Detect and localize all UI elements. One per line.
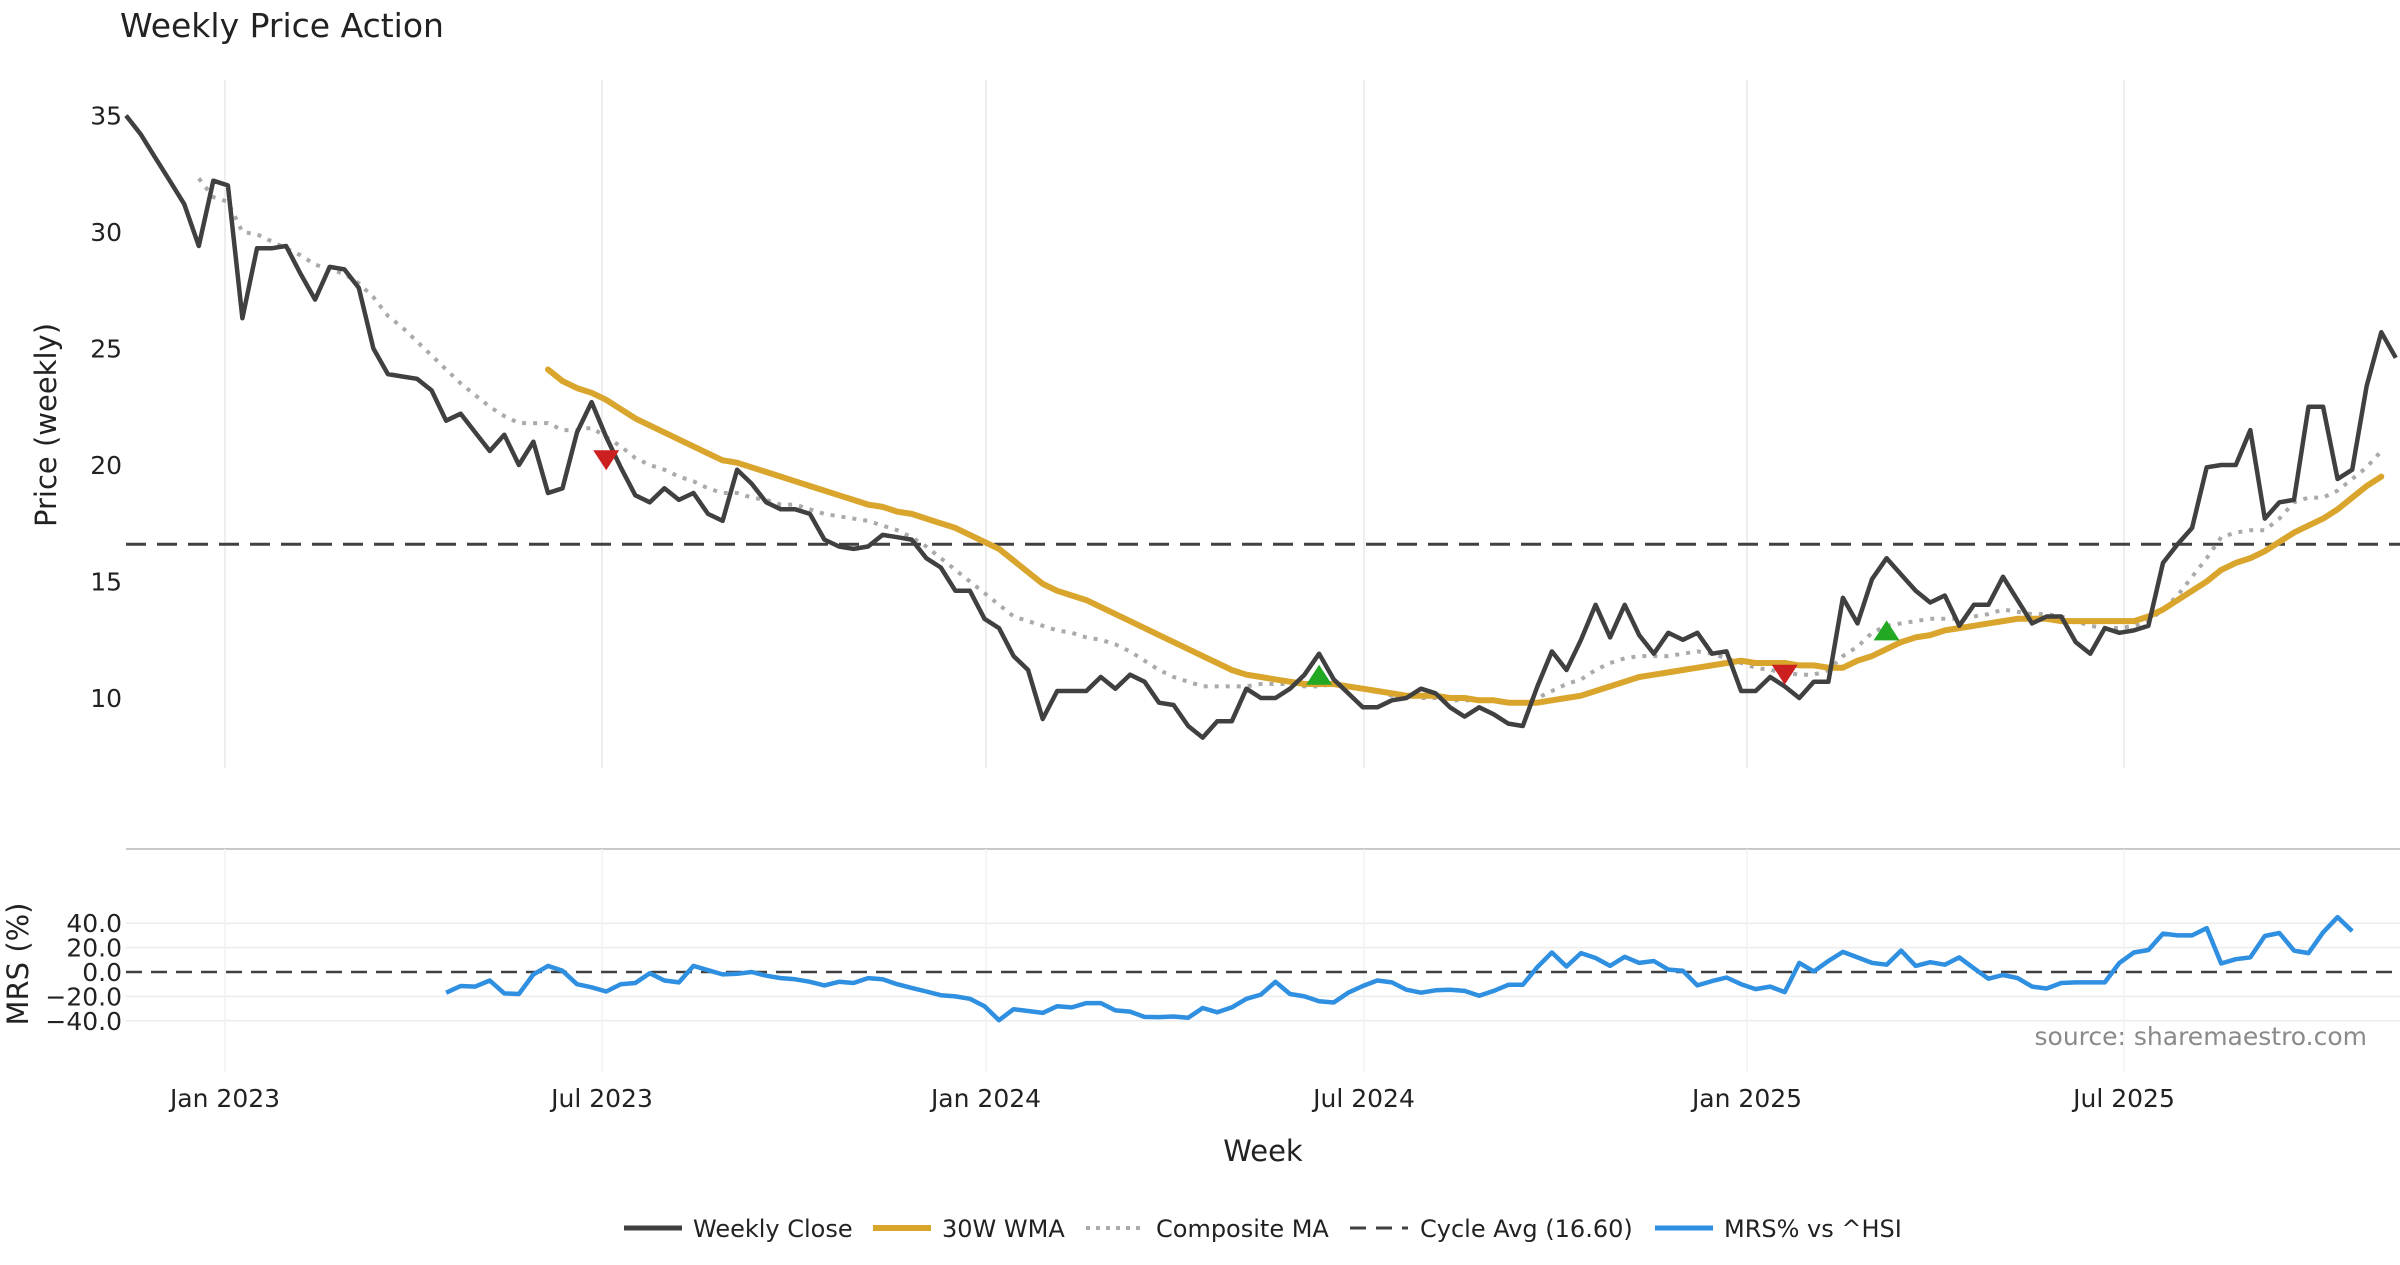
sell-signal-marker [1771,664,1798,685]
x-axis-label: Week [1223,1134,1303,1168]
mrs-y-tick-label: −40.0 [45,1007,122,1036]
x-tick-label: Jan 2025 [1690,1084,1802,1113]
sell-signal-marker [593,450,620,471]
legend-item-cycle-avg: Cycle Avg (16.60) [1350,1215,1633,1243]
price-y-tick-label: 20 [90,451,122,480]
x-tick-label: Jul 2024 [1311,1084,1415,1113]
mrs-y-tick-label: −20.0 [45,982,122,1011]
legend: Weekly Close 30W WMA Composite MA Cycle … [624,1215,1902,1243]
mrs-gridlines [126,849,2400,1072]
x-tick-label: Jul 2023 [549,1084,653,1113]
signal-markers [593,450,1900,685]
mrs-y-ticks: −40.0−20.00.020.040.0 [45,909,122,1036]
price-y-tick-label: 10 [90,684,122,713]
price-y-tick-label: 15 [90,568,122,597]
mrs-series [445,914,2354,1023]
price-gridlines [224,80,2125,768]
wma-30w-series [545,366,2385,706]
composite-ma-series [197,177,2383,705]
legend-item-composite-ma: Composite MA [1086,1215,1329,1243]
weekly-close-series [124,114,2398,740]
legend-item-mrs: MRS% vs ^HSI [1655,1215,1902,1243]
buy-signal-marker [1873,620,1900,641]
price-y-tick-label: 30 [90,218,122,247]
price-y-tick-label: 35 [90,102,122,131]
legend-label: Composite MA [1156,1215,1329,1243]
mrs-y-tick-label: 0.0 [82,958,122,987]
legend-label: Cycle Avg (16.60) [1420,1215,1633,1243]
mrs-y-axis-label: MRS (%) [1,903,35,1026]
price-y-axis-label: Price (weekly) [29,323,63,527]
legend-label: 30W WMA [942,1215,1065,1243]
x-tick-label: Jan 2023 [168,1084,280,1113]
x-tick-labels: Jan 2023 Jul 2023 Jan 2024 Jul 2024 Jan 2025… [168,1084,2175,1113]
mrs-y-tick-label: 40.0 [66,909,122,938]
price-y-tick-label: 25 [90,335,122,364]
legend-label: MRS% vs ^HSI [1724,1215,1902,1243]
x-tick-label: Jul 2025 [2071,1084,2175,1113]
legend-item-weekly-close: Weekly Close [624,1215,853,1243]
mrs-y-tick-label: 20.0 [66,934,122,963]
chart-title: Weekly Price Action [120,6,444,45]
legend-item-30w-wma: 30W WMA [873,1215,1065,1243]
source-annotation: source: sharemaestro.com [2035,1022,2368,1051]
x-tick-label: Jan 2024 [929,1084,1041,1113]
buy-signal-marker [1306,664,1333,685]
price-y-ticks: 10 15 20 25 30 35 [90,102,122,714]
legend-label: Weekly Close [693,1215,853,1243]
